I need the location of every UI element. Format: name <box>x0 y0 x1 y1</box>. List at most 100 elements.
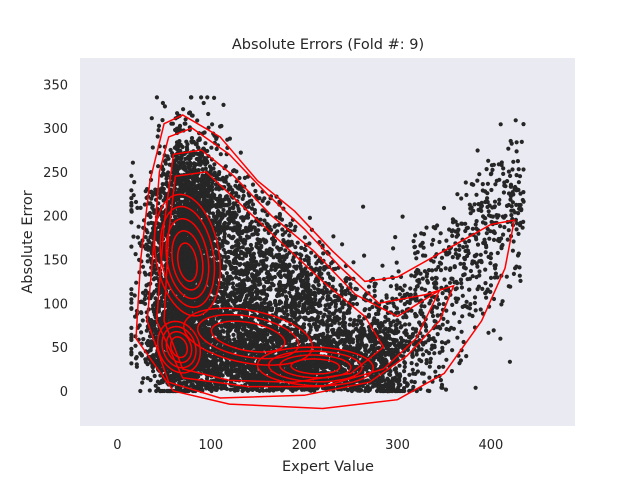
scatter-point <box>414 313 419 318</box>
scatter-point <box>460 314 465 319</box>
scatter-point <box>367 307 372 312</box>
scatter-point <box>141 376 146 381</box>
scatter-point <box>220 274 225 279</box>
scatter-point <box>437 350 442 355</box>
scatter-point <box>415 250 420 255</box>
scatter-point <box>516 231 521 236</box>
scatter-point <box>226 281 232 286</box>
scatter-point <box>221 207 226 213</box>
scatter-point <box>347 322 352 327</box>
scatter-point <box>461 245 466 250</box>
scatter-point <box>205 95 210 100</box>
chart-title: Absolute Errors (Fold #: 9) <box>232 37 424 53</box>
scatter-point <box>388 284 393 289</box>
scatter-point <box>196 138 201 143</box>
scatter-point <box>144 328 149 333</box>
scatter-point <box>253 188 258 194</box>
scatter-point <box>432 281 437 286</box>
scatter-point <box>394 286 399 291</box>
scatter-point <box>480 182 485 187</box>
scatter-point <box>143 235 148 240</box>
scatter-point <box>397 292 402 297</box>
scatter-point <box>458 261 463 266</box>
scatter-point <box>490 167 495 172</box>
scatter-point <box>492 205 497 210</box>
scatter-point <box>505 237 510 242</box>
scatter-point <box>514 173 519 178</box>
scatter-point <box>518 278 523 283</box>
scatter-point <box>302 235 307 240</box>
scatter-point <box>257 296 262 301</box>
scatter-point <box>517 273 522 278</box>
scatter-point <box>259 245 264 250</box>
scatter-point <box>488 283 494 288</box>
scatter-point <box>488 289 493 294</box>
scatter-point <box>154 95 159 100</box>
scatter-point <box>226 182 231 187</box>
scatter-point <box>135 235 140 240</box>
scatter-point <box>225 226 230 231</box>
scatter-point <box>418 271 423 276</box>
scatter-point <box>443 266 448 271</box>
scatter-point <box>472 300 477 306</box>
scatter-point <box>143 359 148 365</box>
scatter-point <box>441 364 446 369</box>
scatter-point <box>142 296 147 302</box>
scatter-point <box>489 163 494 168</box>
scatter-point <box>510 200 515 205</box>
scatter-point <box>414 256 419 261</box>
scatter-point <box>276 222 281 227</box>
scatter-point <box>453 251 458 256</box>
scatter-point <box>474 237 479 242</box>
scatter-point <box>360 335 365 340</box>
scatter-point <box>338 309 343 314</box>
scatter-point <box>272 238 278 244</box>
scatter-point <box>444 238 449 243</box>
scatter-point <box>468 268 473 274</box>
scatter-point <box>354 301 360 307</box>
scatter-point <box>432 351 437 356</box>
scatter-point <box>218 152 223 157</box>
scatter-point <box>516 167 521 172</box>
scatter-point <box>238 261 243 267</box>
scatter-point <box>311 284 316 289</box>
scatter-point <box>164 176 169 181</box>
scatter-point <box>141 337 146 342</box>
scatter-point <box>236 325 242 331</box>
scatter-point <box>508 138 513 144</box>
scatter-point <box>196 145 201 151</box>
scatter-point <box>421 245 426 250</box>
scatter-point <box>438 378 443 383</box>
scatter-point <box>224 285 229 290</box>
scatter-point <box>411 239 416 244</box>
scatter-point <box>418 308 423 313</box>
scatter-point <box>133 199 139 205</box>
scatter-point <box>265 201 270 206</box>
scatter-point <box>276 271 281 276</box>
scatter-point <box>244 214 249 219</box>
scatter-point <box>430 313 436 319</box>
scatter-point <box>221 329 226 334</box>
scatter-point <box>484 231 489 236</box>
scatter-point <box>488 172 493 177</box>
scatter-point <box>402 360 407 365</box>
scatter-point <box>255 232 260 237</box>
scatter-point <box>464 354 469 359</box>
scatter-point <box>129 173 134 178</box>
scatter-point <box>498 122 503 127</box>
scatter-point <box>299 245 304 250</box>
scatter-point <box>513 118 518 123</box>
scatter-point <box>438 268 444 273</box>
scatter-point <box>409 361 414 366</box>
scatter-point <box>437 324 442 329</box>
scatter-point <box>140 264 146 269</box>
scatter-point <box>433 267 439 272</box>
scatter-point <box>250 232 255 237</box>
scatter-point <box>351 260 356 265</box>
scatter-point <box>508 197 513 202</box>
scatter-point <box>491 237 497 242</box>
scatter-point <box>138 205 143 210</box>
scatter-point <box>467 238 472 244</box>
scatter-point <box>217 236 222 241</box>
scatter-point <box>498 336 503 341</box>
